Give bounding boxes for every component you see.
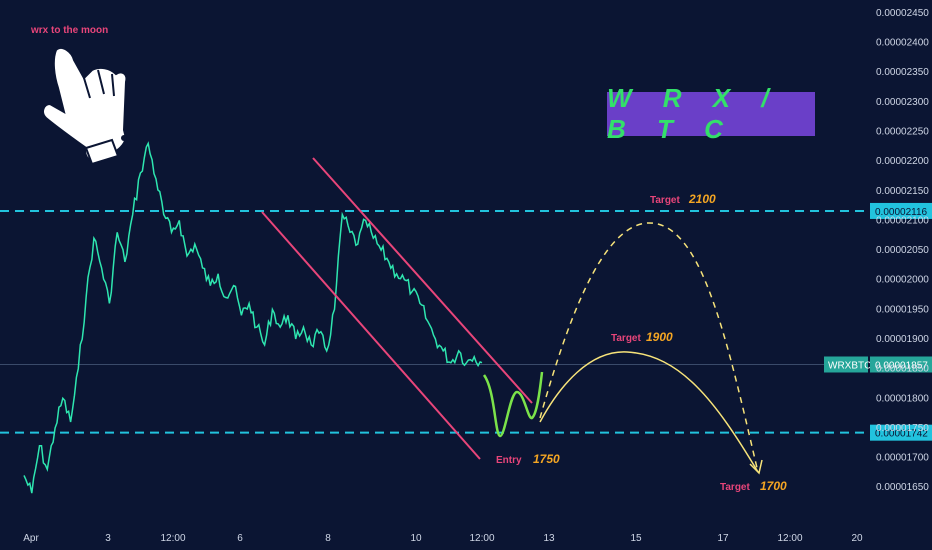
target-1700-value: 1700 bbox=[760, 479, 787, 493]
headline-note: wrx to the moon bbox=[30, 25, 108, 36]
target-2100-value: 2100 bbox=[688, 192, 716, 206]
current-price-tag bbox=[870, 356, 932, 373]
symbol-tag bbox=[824, 356, 868, 373]
y-tick-label: 0.00002000 bbox=[876, 275, 929, 286]
y-tick-label: 0.00001950 bbox=[876, 304, 929, 315]
series-layer bbox=[23, 141, 483, 494]
hand-pointer-icon bbox=[42, 46, 128, 166]
level-tag-label: 0.00002116 bbox=[875, 207, 928, 218]
y-tick-label: 0.00002450 bbox=[876, 8, 929, 19]
projection-green-path bbox=[482, 371, 544, 438]
target-2100-label: Target bbox=[650, 195, 680, 206]
projection-layer bbox=[482, 222, 763, 475]
level-tag bbox=[870, 202, 932, 219]
y-tick-label: 0.00001650 bbox=[876, 482, 929, 493]
pair-title: W R X / B T C bbox=[607, 83, 781, 144]
entry-1750-value: 1750 bbox=[533, 452, 560, 466]
y-tick-label: 0.00002300 bbox=[876, 97, 929, 108]
label-layer: Target 2100 Target 1900 Entry 1750 Targe… bbox=[30, 25, 787, 493]
projection-target-2100-path bbox=[539, 222, 758, 469]
y-tick-label: 0.00002400 bbox=[876, 38, 929, 49]
x-tick-label: 10 bbox=[410, 533, 422, 544]
y-tick-label: 0.00001900 bbox=[876, 334, 929, 345]
channel-lower-line bbox=[261, 211, 481, 460]
symbol-tag-label: WRXBTC bbox=[828, 360, 871, 371]
entry-1750-label: Entry bbox=[496, 455, 522, 466]
x-tick-label: Apr bbox=[23, 533, 39, 544]
x-tick-label: 6 bbox=[237, 533, 243, 544]
x-tick-label: 17 bbox=[717, 533, 729, 544]
y-tick-label: 0.00002150 bbox=[876, 186, 929, 197]
axis-layer: 0.00001650 0.00001700 0.00001750 0.00001800… bbox=[23, 8, 929, 544]
current-price-tag-label: 0.00001857 bbox=[875, 360, 928, 371]
x-tick-label: 15 bbox=[630, 533, 642, 544]
x-tick-label: 12:00 bbox=[469, 533, 494, 544]
level-tag bbox=[870, 424, 932, 441]
price-series-line bbox=[23, 141, 483, 494]
target-1900-label: Target bbox=[611, 333, 641, 344]
level-layer: 0.00002116 0.00001742 WRXBTC 0.00001857 bbox=[0, 202, 932, 441]
projection-target-1900-path bbox=[539, 351, 759, 473]
y-tick-label: 0.00002100 bbox=[876, 215, 929, 226]
target-1700-label: Target bbox=[720, 482, 750, 493]
level-tag-label: 0.00001742 bbox=[875, 429, 928, 440]
y-tick-label: 0.00002200 bbox=[876, 156, 929, 167]
y-tick-label: 0.00001800 bbox=[876, 393, 929, 404]
projection-arrowhead bbox=[749, 459, 763, 475]
y-tick-label: 0.00002250 bbox=[876, 127, 929, 138]
y-tick-label: 0.00002350 bbox=[876, 67, 929, 78]
x-tick-label: 12:00 bbox=[777, 533, 802, 544]
channel-upper-line bbox=[312, 157, 533, 404]
x-tick-label: 8 bbox=[325, 533, 331, 544]
y-tick-label: 0.00001750 bbox=[876, 423, 929, 434]
x-tick-label: 13 bbox=[543, 533, 555, 544]
y-tick-label: 0.00001850 bbox=[876, 364, 929, 375]
channel-layer bbox=[261, 157, 533, 460]
y-tick-label: 0.00002050 bbox=[876, 245, 929, 256]
target-1900-value: 1900 bbox=[646, 330, 673, 344]
x-tick-label: 12:00 bbox=[160, 533, 185, 544]
y-tick-label: 0.00001700 bbox=[876, 453, 929, 464]
x-tick-label: 3 bbox=[105, 533, 111, 544]
x-tick-label: 20 bbox=[851, 533, 863, 544]
pair-title-box: W R X / B T C bbox=[607, 83, 815, 144]
